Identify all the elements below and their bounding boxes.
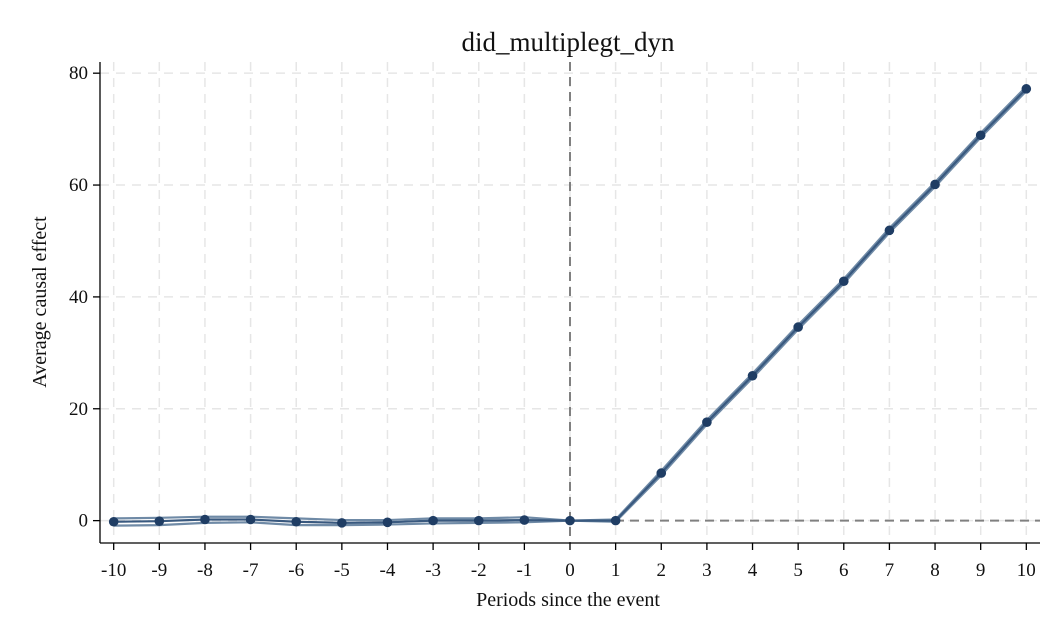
x-tick-label: -2 xyxy=(471,560,487,581)
y-tick-label: 40 xyxy=(69,287,88,308)
series xyxy=(108,84,1032,528)
y-tick-label: 0 xyxy=(79,511,89,532)
estimate-point xyxy=(747,370,758,381)
x-tick-label: -7 xyxy=(243,560,259,581)
x-tick-label: -4 xyxy=(380,560,396,581)
estimate-point xyxy=(930,179,940,190)
x-tick-label: -3 xyxy=(425,560,441,581)
estimate-point xyxy=(428,515,438,526)
x-tick-label: -1 xyxy=(516,560,532,581)
estimate-point xyxy=(838,276,849,287)
estimate-point xyxy=(565,515,575,526)
x-tick-label: 3 xyxy=(702,560,712,581)
estimate-point xyxy=(884,225,895,236)
estimate-point xyxy=(610,515,621,526)
x-tick-label: 7 xyxy=(885,560,895,581)
estimate-point xyxy=(200,514,210,525)
x-tick-label: 9 xyxy=(976,560,986,581)
estimate-point xyxy=(656,468,667,478)
estimate-point xyxy=(975,130,986,141)
estimate-point xyxy=(245,514,256,525)
estimate-point xyxy=(473,515,484,526)
estimate-point xyxy=(337,518,347,528)
x-tick-label: 0 xyxy=(565,560,575,581)
x-tick-label: 10 xyxy=(1017,560,1036,581)
x-tick-label: 5 xyxy=(793,560,803,581)
x-tick-label: 4 xyxy=(748,560,758,581)
estimate-point xyxy=(1021,84,1032,94)
x-tick-label: 8 xyxy=(930,560,940,581)
estimate-point xyxy=(291,516,302,527)
x-tick-label: -6 xyxy=(288,560,304,581)
estimate-point xyxy=(519,515,530,525)
estimate-point xyxy=(382,517,393,528)
estimate-point xyxy=(108,516,119,527)
y-tick-label: 20 xyxy=(69,399,88,420)
y-tick-label: 80 xyxy=(69,63,88,84)
y-tick-label: 60 xyxy=(69,175,88,196)
x-tick-label: -5 xyxy=(334,560,350,581)
estimate-point xyxy=(793,322,803,332)
x-axis-label: Periods since the event xyxy=(476,589,660,611)
x-tick-label: 1 xyxy=(611,560,621,581)
y-axis-label: Average causal effect xyxy=(29,216,51,388)
x-tick-label: 2 xyxy=(657,560,667,581)
estimate-point xyxy=(702,417,712,427)
x-tick-label: -9 xyxy=(151,560,167,581)
reference-lines xyxy=(569,62,1040,543)
x-tick-label: 6 xyxy=(839,560,849,581)
x-tick-label: -8 xyxy=(197,560,213,581)
chart-title: did_multiplegt_dyn xyxy=(462,27,675,57)
estimate-point xyxy=(154,516,165,526)
x-tick-label: -10 xyxy=(101,560,126,581)
